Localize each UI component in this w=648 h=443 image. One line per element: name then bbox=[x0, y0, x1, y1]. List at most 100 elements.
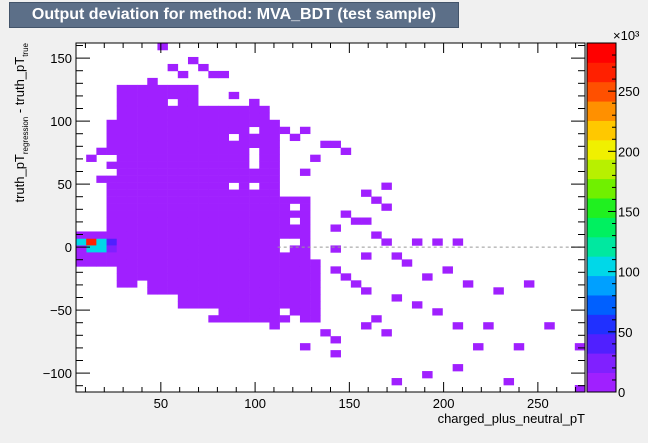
heatmap-cell bbox=[126, 133, 138, 142]
color-scale-swatch bbox=[587, 139, 616, 160]
heatmap-cell bbox=[208, 105, 219, 114]
heatmap-cell bbox=[310, 154, 321, 162]
heatmap-cell bbox=[177, 168, 189, 176]
heatmap-cell bbox=[238, 294, 250, 302]
heatmap-cell bbox=[147, 287, 158, 295]
heatmap-cell bbox=[493, 287, 504, 295]
heatmap-cell bbox=[198, 168, 209, 176]
heatmap-cell bbox=[361, 287, 372, 295]
heatmap-cell bbox=[86, 245, 97, 253]
heatmap-cell bbox=[299, 343, 311, 351]
heatmap-cell bbox=[218, 119, 229, 128]
heatmap-cell bbox=[269, 252, 280, 260]
heatmap-cell bbox=[228, 210, 240, 218]
heatmap-cell bbox=[167, 238, 179, 246]
heatmap-cell bbox=[187, 301, 199, 309]
heatmap-cell bbox=[289, 224, 301, 232]
x-tick-label: 200 bbox=[433, 396, 455, 411]
heatmap-cell bbox=[452, 322, 464, 330]
heatmap-cell bbox=[238, 105, 250, 114]
heatmap-cell bbox=[269, 294, 280, 302]
heatmap-cell bbox=[198, 217, 209, 225]
heatmap-cell bbox=[350, 280, 362, 288]
heatmap-cell bbox=[177, 119, 189, 128]
heatmap-cell bbox=[86, 231, 97, 239]
x-tick-label: 250 bbox=[527, 396, 549, 411]
heatmap-cell bbox=[106, 231, 118, 239]
heatmap-cell bbox=[106, 182, 118, 190]
heatmap-cell bbox=[198, 161, 209, 169]
heatmap-cell bbox=[147, 189, 158, 197]
heatmap-cell bbox=[137, 224, 148, 232]
heatmap-cell bbox=[157, 245, 168, 253]
heatmap-cell bbox=[187, 56, 199, 65]
heatmap-cell bbox=[177, 147, 189, 155]
heatmap-cell bbox=[279, 126, 291, 135]
y-axis-label-main: truth_pT bbox=[12, 154, 27, 202]
heatmap-cell bbox=[126, 175, 138, 183]
heatmap-cell bbox=[269, 224, 280, 232]
heatmap-cell bbox=[147, 105, 158, 114]
y-tick-label: 0 bbox=[65, 240, 72, 255]
heatmap-cell bbox=[238, 266, 250, 274]
heatmap-cell bbox=[208, 182, 219, 190]
heatmap-cell bbox=[208, 280, 219, 288]
heatmap-cell bbox=[218, 259, 229, 267]
heatmap-cell bbox=[259, 147, 270, 155]
heatmap-cell bbox=[249, 245, 260, 253]
heatmap-cell bbox=[126, 182, 138, 190]
heatmap-cell bbox=[137, 154, 148, 162]
heatmap-cell bbox=[279, 252, 291, 260]
heatmap-cell bbox=[116, 273, 128, 281]
heatmap-cell bbox=[249, 273, 260, 281]
heatmap-cell bbox=[116, 98, 128, 107]
x-axis-label: charged_plus_neutral_pT bbox=[438, 411, 585, 426]
heatmap-cell bbox=[198, 210, 209, 218]
heatmap-cell bbox=[269, 287, 280, 295]
heatmap-cell bbox=[269, 308, 280, 316]
heatmap-cell bbox=[177, 266, 189, 274]
heatmap-cell bbox=[116, 224, 128, 232]
heatmap-cell bbox=[157, 189, 168, 197]
heatmap-cell bbox=[126, 266, 138, 274]
heatmap-cell bbox=[238, 161, 250, 169]
heatmap-cell bbox=[259, 245, 270, 253]
heatmap-cell bbox=[106, 161, 118, 169]
color-scale-multiplier: ×10³ bbox=[613, 28, 640, 43]
heatmap-cell bbox=[289, 252, 301, 260]
heatmap-cell bbox=[86, 154, 97, 162]
heatmap-cell bbox=[208, 196, 219, 204]
heatmap-cell bbox=[269, 259, 280, 267]
heatmap-cell bbox=[177, 287, 189, 295]
heatmap-cell bbox=[157, 147, 168, 155]
heatmap-cell bbox=[198, 238, 209, 246]
heatmap-cell bbox=[269, 119, 280, 128]
heatmap-cell bbox=[259, 133, 270, 142]
heatmap-cell bbox=[147, 84, 158, 93]
heatmap-cell bbox=[157, 84, 168, 93]
heatmap-cell bbox=[249, 259, 260, 267]
color-scale-swatch bbox=[587, 353, 616, 374]
heatmap-cell bbox=[116, 182, 128, 190]
color-scale-swatch bbox=[587, 236, 616, 257]
y-axis-label-sub1: regression bbox=[21, 117, 30, 154]
heatmap-cell bbox=[137, 273, 148, 281]
color-scale-frame bbox=[586, 42, 617, 393]
heatmap-cell bbox=[198, 63, 209, 72]
heatmap-cell bbox=[177, 84, 189, 93]
heatmap-cell bbox=[187, 154, 199, 162]
color-scale: 0 50 100 150 200 250 bbox=[586, 42, 640, 400]
heatmap-cell bbox=[187, 168, 199, 176]
heatmap-cell bbox=[137, 196, 148, 204]
heatmap-cell bbox=[198, 133, 209, 142]
heatmap-cell bbox=[391, 294, 403, 302]
heatmap-cell bbox=[269, 196, 280, 204]
heatmap-cell bbox=[259, 301, 270, 309]
heatmap-cell bbox=[228, 252, 240, 260]
heatmap-cell bbox=[157, 259, 168, 267]
heatmap-cell bbox=[218, 294, 229, 302]
heatmap-cell bbox=[249, 287, 260, 295]
heatmap-cell bbox=[147, 112, 158, 121]
heatmap-cell bbox=[177, 210, 189, 218]
heatmap-cell bbox=[116, 245, 128, 253]
